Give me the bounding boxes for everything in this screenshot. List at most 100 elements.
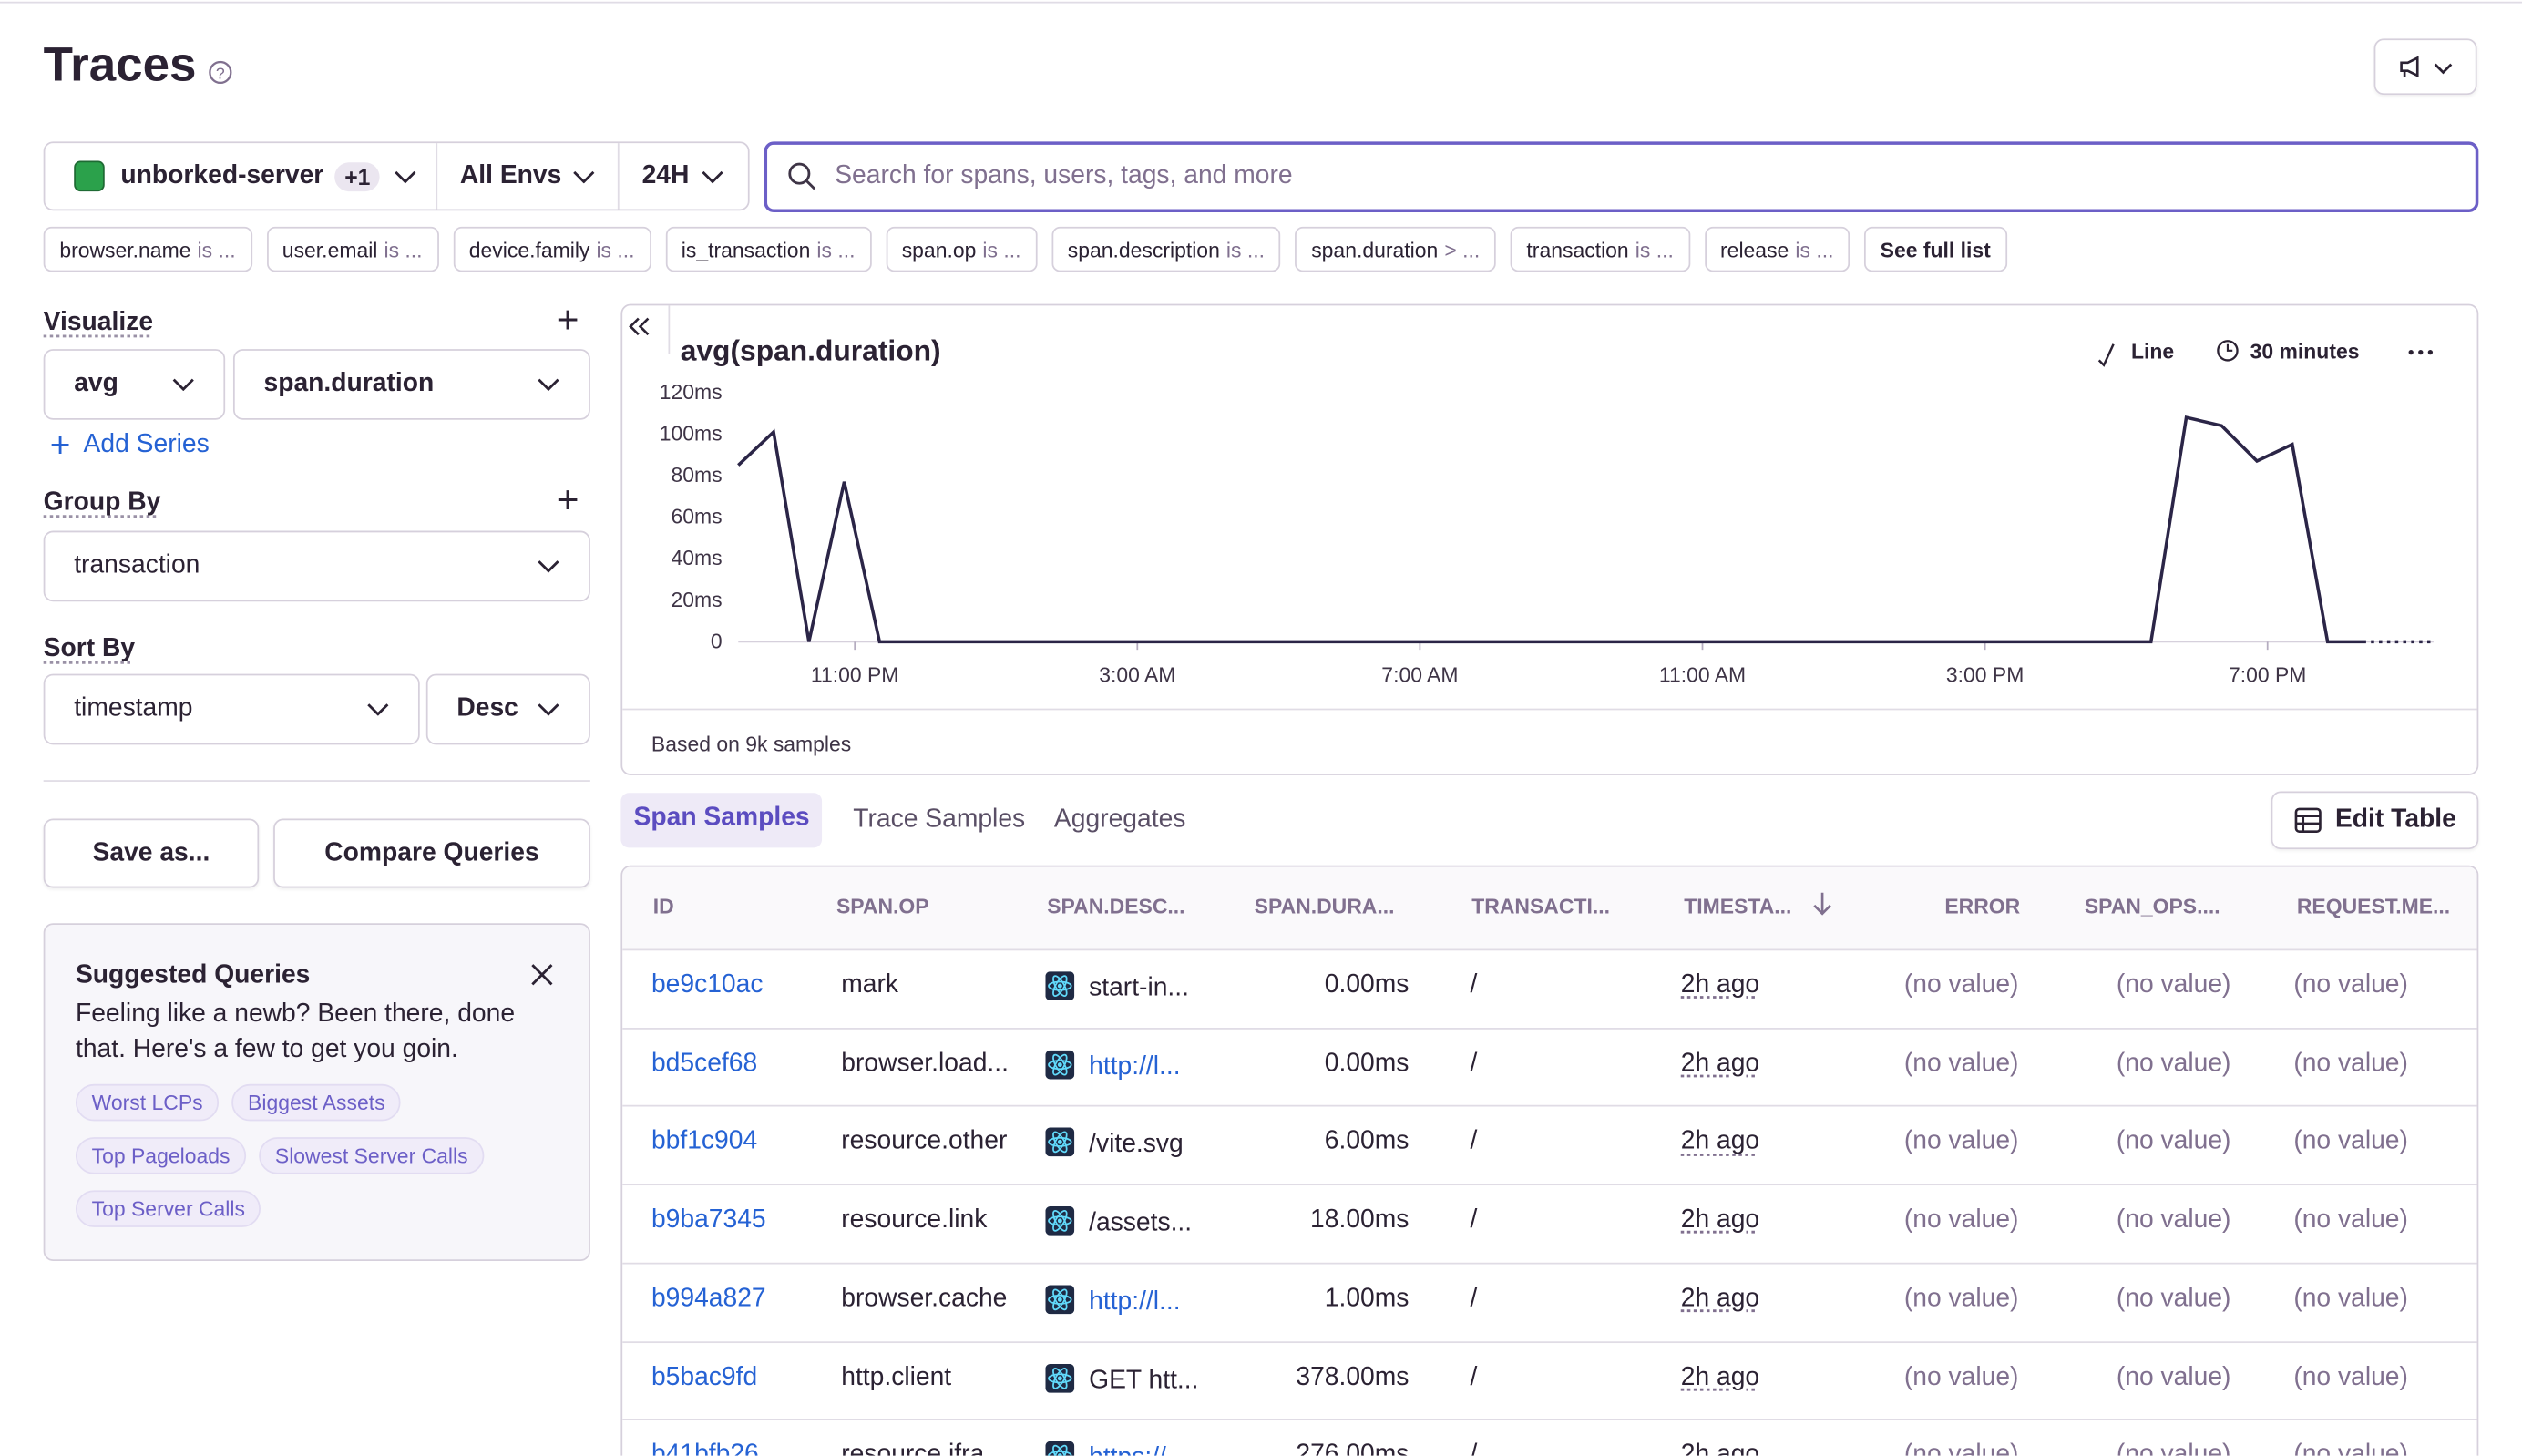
- suggested-query[interactable]: Top Server Calls: [75, 1190, 261, 1227]
- help-icon[interactable]: ?: [208, 59, 233, 85]
- suggested-query[interactable]: Worst LCPs: [75, 1083, 220, 1122]
- sort-order-select[interactable]: Desc: [425, 673, 590, 745]
- span-desc-text: http://l...: [1089, 1052, 1181, 1081]
- menu-dot[interactable]: [2427, 349, 2434, 355]
- span-duration: 0.00ms: [1324, 971, 1410, 1000]
- add-group-by[interactable]: +: [556, 479, 579, 523]
- span-id[interactable]: bd5cef68: [651, 1050, 758, 1078]
- chip-key: is_transaction: [681, 237, 811, 261]
- group-by-select[interactable]: transaction: [43, 530, 590, 602]
- menu-dot[interactable]: [2408, 349, 2414, 355]
- chip-op: is ...: [596, 237, 635, 261]
- period-selector[interactable]: 24H: [620, 143, 745, 209]
- x-tick-label: 11:00 AM: [1659, 662, 1746, 686]
- transaction: /: [1470, 1050, 1478, 1078]
- add-visualize[interactable]: +: [556, 299, 579, 343]
- filter-chip[interactable]: browser.name is ...: [43, 226, 252, 272]
- filter-chip[interactable]: is_transaction is ...: [665, 226, 872, 272]
- column-header[interactable]: SPAN.DURA...: [1254, 894, 1395, 918]
- clock-hand: [2226, 343, 2233, 352]
- span-op: browser.load...: [841, 1050, 1009, 1078]
- chip-op: is ...: [982, 237, 1021, 261]
- span-duration: 378.00ms: [1296, 1363, 1410, 1391]
- row-divider: [622, 1027, 2477, 1030]
- see-full-list[interactable]: See full list: [1864, 226, 2007, 272]
- search-bar[interactable]: Search for spans, users, tags, and more: [764, 141, 2479, 213]
- span-id[interactable]: b5bac9fd: [651, 1363, 758, 1391]
- timestamp: 2h ago: [1680, 1285, 1760, 1313]
- span-duration: 6.00ms: [1324, 1128, 1410, 1156]
- menu-dot[interactable]: [2418, 349, 2424, 355]
- display-type[interactable]: Line: [2131, 340, 2174, 364]
- project-selector[interactable]: unborked-server +1: [45, 143, 438, 210]
- feedback-button[interactable]: [2373, 38, 2477, 96]
- add-series[interactable]: + Add Series: [49, 425, 210, 466]
- suggested-query[interactable]: Top Pageloads: [75, 1137, 247, 1174]
- group-by-value: transaction: [74, 551, 200, 579]
- span-desc-text: http://l...: [1089, 1287, 1181, 1316]
- tab[interactable]: Trace Samples: [853, 805, 1026, 834]
- timestamp: 2h ago: [1680, 1363, 1760, 1391]
- column-header[interactable]: TIMESTA...: [1684, 894, 1792, 918]
- filter-chip[interactable]: span.description is ...: [1051, 226, 1281, 272]
- filter-chip[interactable]: span.duration > ...: [1295, 226, 1496, 272]
- filter-chip[interactable]: span.op is ...: [886, 226, 1038, 272]
- column-header[interactable]: ID: [652, 894, 674, 918]
- interval[interactable]: 30 minutes: [2250, 340, 2360, 364]
- span-ops: (no value): [2116, 1128, 2231, 1156]
- aggregate-select[interactable]: avg: [43, 349, 226, 420]
- column-header[interactable]: SPAN_OPS....: [2084, 894, 2220, 918]
- span-id[interactable]: b994a827: [651, 1285, 766, 1313]
- suggested-title: Suggested Queries: [75, 961, 311, 989]
- sort-field-value: timestamp: [74, 694, 193, 723]
- tab[interactable]: Span Samples: [620, 793, 823, 848]
- error: (no value): [1903, 1206, 2019, 1235]
- span-desc: GET htt...: [1045, 1363, 1198, 1395]
- chip-op: is ...: [1795, 237, 1834, 261]
- column-header[interactable]: ERROR: [1944, 894, 2021, 918]
- x-tick-label: 7:00 AM: [1381, 662, 1458, 686]
- y-tick-label: 60ms: [672, 505, 723, 528]
- column-header[interactable]: SPAN.DESC...: [1047, 894, 1185, 918]
- edit-table-button[interactable]: Edit Table: [2271, 791, 2479, 850]
- suggested-query[interactable]: Biggest Assets: [231, 1083, 402, 1122]
- suggested-query[interactable]: Slowest Server Calls: [259, 1137, 485, 1174]
- column-header[interactable]: TRANSACTI...: [1471, 894, 1610, 918]
- span-duration: 276.00ms: [1296, 1441, 1410, 1456]
- chip-key: span.op: [901, 237, 977, 261]
- row-divider: [622, 1105, 2477, 1108]
- span-ops: (no value): [2116, 1363, 2231, 1391]
- span-desc: https://...: [1045, 1441, 1187, 1456]
- filter-chip[interactable]: user.email is ...: [266, 226, 439, 272]
- field-select[interactable]: span.duration: [232, 349, 590, 420]
- sort-field-select[interactable]: timestamp: [43, 673, 420, 745]
- span-duration: 1.00ms: [1324, 1285, 1410, 1313]
- filter-chip[interactable]: transaction is ...: [1510, 226, 1690, 272]
- column-header[interactable]: SPAN.OP: [836, 894, 929, 918]
- span-desc: /vite.svg: [1045, 1128, 1184, 1160]
- span-id[interactable]: be9c10ac: [651, 971, 764, 1000]
- compare-label: Compare Queries: [324, 838, 539, 866]
- close-icon[interactable]: [529, 962, 555, 988]
- project-name: unborked-server: [120, 161, 324, 190]
- tab[interactable]: Aggregates: [1053, 805, 1186, 834]
- request: (no value): [2293, 1050, 2408, 1078]
- column-header[interactable]: REQUEST.ME...: [2296, 894, 2451, 918]
- save-button[interactable]: Save as...: [43, 818, 260, 888]
- visualize-label: Visualize: [43, 308, 154, 336]
- filter-chip[interactable]: device.family is ...: [453, 226, 651, 272]
- span-id[interactable]: b9ba7345: [651, 1206, 766, 1235]
- field-value: span.duration: [263, 370, 435, 398]
- span-id[interactable]: b41bfb26: [651, 1441, 759, 1456]
- span-desc: /assets...: [1045, 1206, 1192, 1238]
- env-selector[interactable]: All Envs: [437, 143, 620, 210]
- filter-chip[interactable]: release is ...: [1704, 226, 1850, 272]
- span-desc: start-in...: [1045, 971, 1189, 1003]
- span-desc-text: https://...: [1089, 1445, 1187, 1456]
- span-id[interactable]: bbf1c904: [651, 1128, 758, 1156]
- transaction: /: [1470, 1206, 1478, 1235]
- period-label: 24H: [641, 161, 690, 190]
- span-op: mark: [841, 971, 899, 1000]
- compare-button[interactable]: Compare Queries: [273, 818, 590, 888]
